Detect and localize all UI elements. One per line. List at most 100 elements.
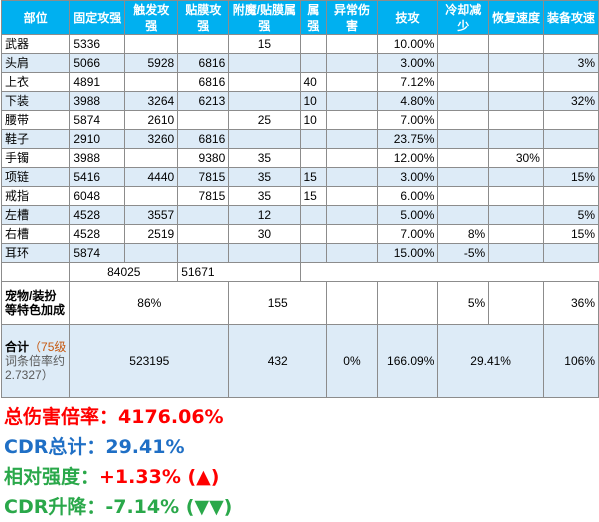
abnormal-damage-cell <box>326 53 378 73</box>
attack-speed-cell: 5% <box>542 205 599 225</box>
header-cell: 装备攻速 <box>542 0 599 35</box>
recovery-cell <box>488 243 544 263</box>
skill-attack-cell: 12.00% <box>376 148 439 168</box>
skill-attack-cell: 10.00% <box>376 34 439 54</box>
table-row: 戒指 6048 7815 35 15 6.00% <box>0 186 599 206</box>
recovery-cell <box>488 34 544 54</box>
cdr-change-label: CDR升降： <box>4 496 106 518</box>
header-cell: 技攻 <box>376 0 439 35</box>
cooldown-cell <box>437 72 490 92</box>
trigger-attack-cell: 5928 <box>124 53 179 73</box>
total-cooldown: 29.41% <box>437 324 544 398</box>
fixed-attack-cell: 3988 <box>69 91 126 111</box>
film-attack-cell: 9380 <box>177 148 230 168</box>
table-row: 项链 5416 4440 7815 35 15 3.00% 15% <box>0 167 599 187</box>
total-speed: 106% <box>542 324 599 398</box>
film-attack-cell <box>177 110 230 130</box>
bonus-label-line1: 宠物/装扮 <box>5 289 57 303</box>
element-cell <box>299 148 328 168</box>
table-row: 头肩 5066 5928 6816 3.00% 3% <box>0 53 599 73</box>
attack-speed-cell <box>542 129 599 149</box>
cooldown-cell: -5% <box>437 243 490 263</box>
element-cell <box>299 129 328 149</box>
film-attack-cell: 6816 <box>177 129 230 149</box>
attack-speed-cell: 15% <box>542 167 599 187</box>
cooldown-cell <box>437 91 490 111</box>
fixed-attack-cell: 2910 <box>69 129 126 149</box>
skill-attack-cell: 3.00% <box>376 53 439 73</box>
table-row: 上衣 4891 6816 40 7.12% <box>0 72 599 92</box>
table-row: 下装 3988 3264 6213 10 4.80% 32% <box>0 91 599 111</box>
film-attack-cell <box>177 224 230 244</box>
bonus-cooldown: 5% <box>437 281 490 325</box>
bonus-label: 宠物/装扮 等特色加成 <box>0 281 71 325</box>
abnormal-damage-cell <box>326 91 378 111</box>
slot-cell: 戒指 <box>0 186 71 206</box>
total-damage-value: 4176.06% <box>118 406 224 428</box>
trigger-attack-cell <box>124 243 179 263</box>
slot-cell: 耳环 <box>0 243 71 263</box>
slot-cell: 项链 <box>0 167 71 187</box>
total-abnormal: 0% <box>326 324 378 398</box>
skill-attack-cell: 15.00% <box>376 243 439 263</box>
bonus-skill <box>376 281 439 325</box>
element-cell <box>299 243 328 263</box>
enchant-element-cell <box>228 91 301 111</box>
total-damage-label: 总伤害倍率： <box>4 406 119 428</box>
fixed-attack-cell: 6048 <box>69 186 126 206</box>
cooldown-cell <box>437 205 490 225</box>
skill-attack-cell: 7.00% <box>376 110 439 130</box>
header-cell: 贴膜攻强 <box>177 0 230 35</box>
total-skill: 166.09% <box>376 324 439 398</box>
bonus-row: 宠物/装扮 等特色加成 86% 155 5% 36% <box>0 281 599 325</box>
attack-speed-cell <box>542 34 599 54</box>
slot-cell: 手镯 <box>0 148 71 168</box>
cooldown-cell <box>437 148 490 168</box>
slot-cell: 左槽 <box>0 205 71 225</box>
abnormal-damage-cell <box>326 205 378 225</box>
header-cell: 触发攻强 <box>124 0 179 35</box>
cooldown-cell <box>437 186 490 206</box>
enchant-element-cell: 35 <box>228 148 301 168</box>
header-cell: 附魔/贴膜属强 <box>228 0 301 35</box>
total-label-line2: 词条倍率约 <box>5 354 66 368</box>
table-row: 手镯 3988 9380 35 12.00% 30% <box>0 148 599 168</box>
total-label: 合计（75级 词条倍率约 2.7327） <box>0 324 71 398</box>
enchant-element-cell: 15 <box>228 34 301 54</box>
slot-cell: 鞋子 <box>0 129 71 149</box>
enchant-element-cell <box>228 53 301 73</box>
table-row: 右槽 4528 2519 30 7.00% 8% 15% <box>0 224 599 244</box>
recovery-cell <box>488 224 544 244</box>
trigger-attack-cell <box>124 186 179 206</box>
element-cell <box>299 205 328 225</box>
trigger-attack-cell: 3557 <box>124 205 179 225</box>
fixed-attack-cell: 5336 <box>69 34 126 54</box>
enchant-element-cell <box>228 243 301 263</box>
cdr-total-label: CDR总计： <box>4 436 106 458</box>
trigger-attack-cell <box>124 72 179 92</box>
abnormal-damage-cell <box>326 34 378 54</box>
total-row: 合计（75级 词条倍率约 2.7327） 523195 432 0% 166.09%… <box>0 324 599 398</box>
table-row: 鞋子 2910 3260 6816 23.75% <box>0 129 599 149</box>
total-element: 432 <box>228 324 328 398</box>
fixed-attack-cell: 4528 <box>69 205 126 225</box>
relative-strength-line: 相对强度：+1.33% (▲) <box>4 462 232 492</box>
skill-attack-cell: 7.12% <box>376 72 439 92</box>
recovery-cell <box>488 129 544 149</box>
attack-speed-cell <box>542 243 599 263</box>
skill-attack-cell: 23.75% <box>376 129 439 149</box>
element-cell: 10 <box>299 91 328 111</box>
abnormal-damage-cell <box>326 72 378 92</box>
table-row: 耳环 5874 15.00% -5% <box>0 243 599 263</box>
trigger-attack-cell <box>124 148 179 168</box>
cdr-total-value: 29.41% <box>105 436 185 458</box>
recovery-cell <box>488 53 544 73</box>
bonus-abnormal <box>326 281 378 325</box>
attack-speed-cell: 32% <box>542 91 599 111</box>
summary-panel: 总伤害倍率：4176.06% CDR总计：29.41% 相对强度：+1.33% … <box>4 402 232 522</box>
trigger-attack-cell: 3264 <box>124 91 179 111</box>
header-cell: 恢复速度 <box>488 0 544 35</box>
cdr-change-line: CDR升降：-7.14% (▼▼) <box>4 492 232 522</box>
slot-cell: 上衣 <box>0 72 71 92</box>
cooldown-cell <box>437 53 490 73</box>
